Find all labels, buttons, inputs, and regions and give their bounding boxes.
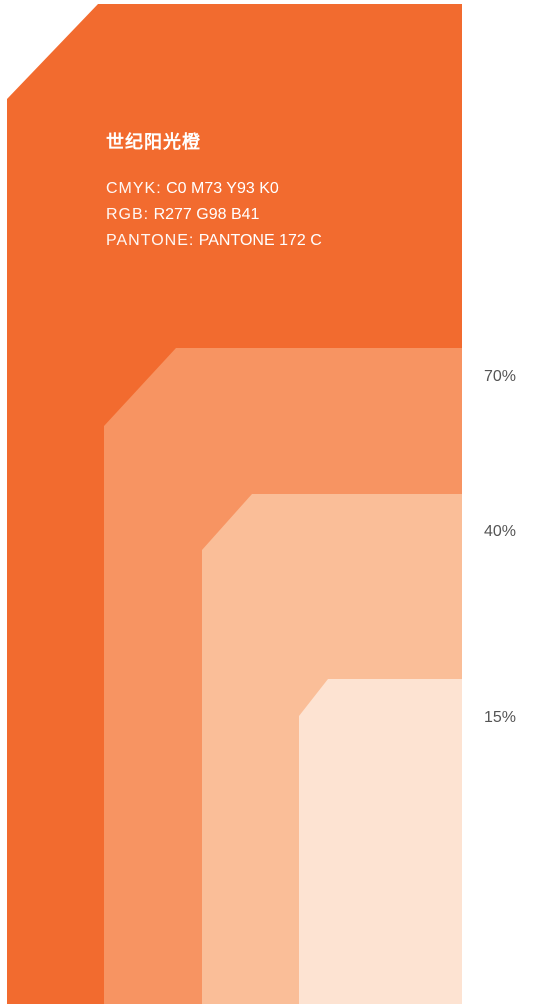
tint-label-40: 40% (484, 523, 517, 540)
spec-rgb-value: R277 G98 B41 (153, 206, 260, 223)
spec-cmyk-value: C0 M73 Y93 K0 (166, 180, 279, 197)
swatch-15 (299, 679, 462, 1004)
tint-label-15: 15% (484, 709, 517, 726)
tint-label-70: 70% (484, 368, 517, 385)
color-name: 世纪阳光橙 (106, 132, 201, 153)
spec-rgb: RGB: R277 G98 B41 (106, 202, 322, 228)
spec-pantone-value: PANTONE 172 C (198, 232, 322, 249)
spec-pantone-key: PANTONE: (106, 232, 195, 249)
spec-pantone: PANTONE: PANTONE 172 C (106, 228, 322, 254)
color-info: 世纪阳光橙 CMYK: C0 M73 Y93 K0 RGB: R277 G98 … (106, 130, 322, 254)
spec-cmyk: CMYK: C0 M73 Y93 K0 (106, 176, 322, 202)
spec-cmyk-key: CMYK: (106, 180, 162, 197)
spec-rgb-key: RGB: (106, 206, 150, 223)
